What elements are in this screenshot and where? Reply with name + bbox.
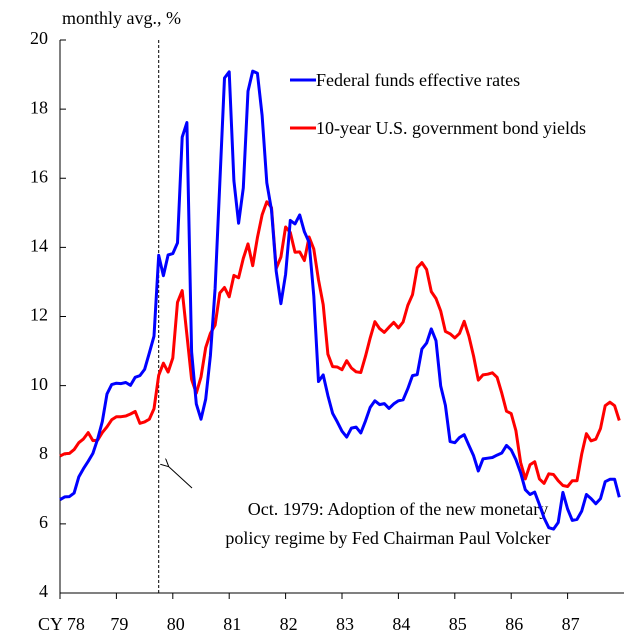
y-tick-label: 18 (30, 97, 48, 117)
y-tick-label: 10 (30, 374, 48, 394)
x-tick-label: 83 (336, 614, 354, 634)
y-tick-label: 4 (39, 581, 48, 601)
y-tick-label: 6 (39, 512, 48, 532)
x-tick-label: 82 (280, 614, 298, 634)
annotation-line: Oct. 1979: Adoption of the new monetary (248, 499, 548, 519)
x-tick-label: 86 (505, 614, 523, 634)
y-tick-label: 16 (30, 166, 48, 186)
y-tick-label: 8 (39, 443, 48, 463)
annotation-arrow (168, 466, 193, 489)
y-tick-label: 14 (30, 236, 48, 256)
legend-label: 10-year U.S. government bond yields (316, 118, 586, 138)
y-axis-label: monthly avg., % (62, 8, 181, 28)
x-tick-label: 81 (223, 614, 241, 634)
series-line (59, 69, 621, 531)
y-tick-label: 12 (30, 305, 48, 325)
x-tick-label: 79 (110, 614, 128, 634)
x-tick-label: CY 78 (38, 614, 85, 634)
x-tick-label: 87 (562, 614, 580, 634)
legend-label: Federal funds effective rates (316, 70, 521, 90)
x-tick-label: 85 (449, 614, 467, 634)
series-line (59, 200, 621, 488)
x-tick-label: 84 (392, 614, 410, 634)
y-tick-label: 20 (30, 28, 48, 48)
x-tick-label: 80 (167, 614, 185, 634)
annotation-line: policy regime by Fed Chairman Paul Volck… (225, 528, 550, 548)
